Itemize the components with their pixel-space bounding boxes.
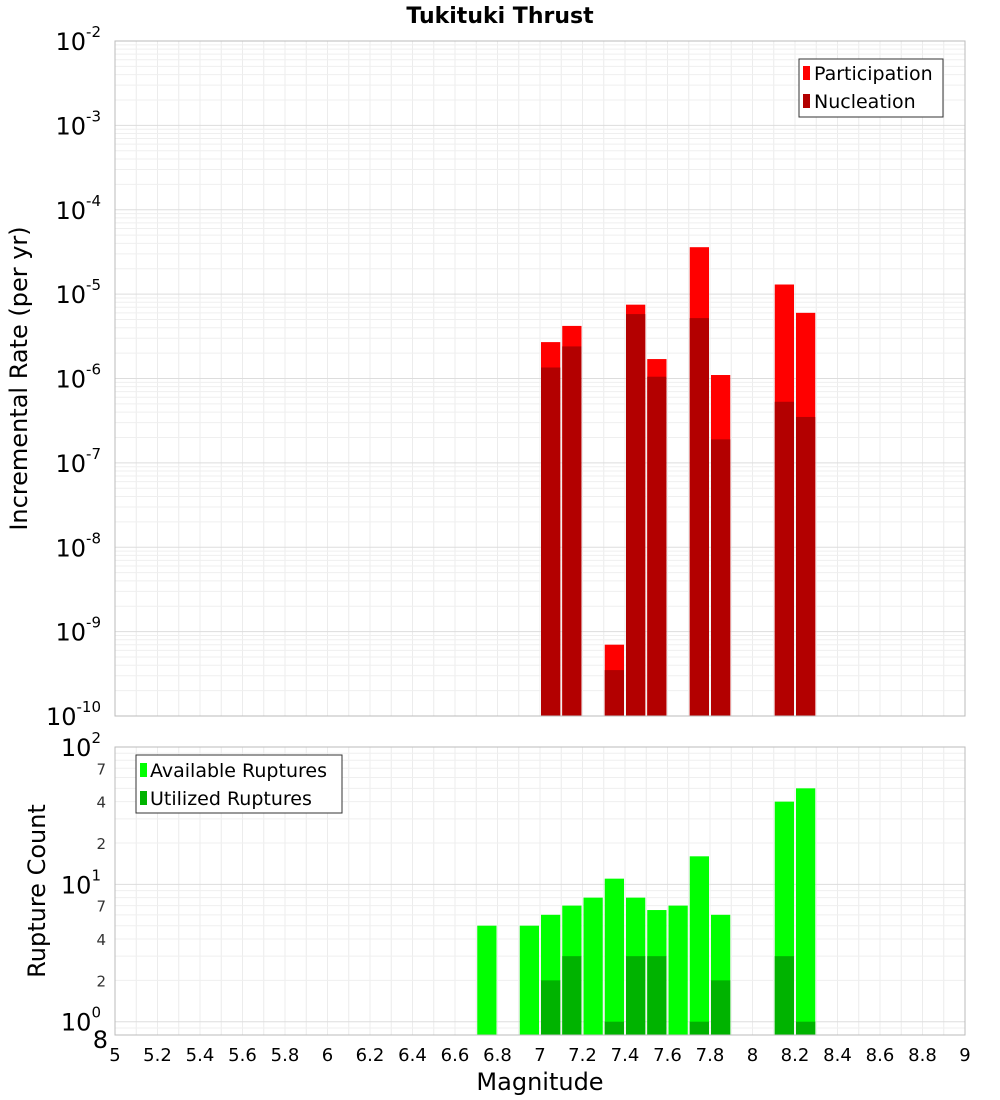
x-tick-label: 6.6 <box>441 1045 470 1066</box>
series-bottom-1-bars <box>541 956 816 1035</box>
top-plot-frame <box>114 40 966 717</box>
y-minor-tick-label: 4 <box>96 794 106 812</box>
bar <box>647 956 667 1035</box>
x-tick-label: 6.2 <box>356 1045 385 1066</box>
y-tick-label: 10-8 <box>55 529 101 562</box>
x-tick-label: 5.8 <box>271 1045 300 1066</box>
y-tick-label: 10-2 <box>55 23 101 56</box>
x-tick-label: 6.4 <box>398 1045 427 1066</box>
x-tick-label: 8.4 <box>823 1045 852 1066</box>
bar <box>668 905 688 1035</box>
y-tick-label: 10-9 <box>55 614 101 647</box>
y-minor-tick-label: 2 <box>96 972 106 990</box>
x-tick-label: 9 <box>959 1045 970 1066</box>
bar <box>626 314 646 716</box>
legend-box <box>798 58 944 118</box>
y-axis-label: Incremental Rate (per yr) <box>5 226 33 530</box>
legend-swatch <box>140 763 147 777</box>
bar <box>562 956 582 1035</box>
bar <box>689 1021 709 1035</box>
bar <box>477 925 497 1035</box>
x-tick-label: 7.6 <box>653 1045 682 1066</box>
y-tick-label: 10-3 <box>55 107 101 140</box>
x-tick-label: 5.6 <box>228 1045 257 1066</box>
bar <box>604 878 624 1035</box>
x-tick-label: 5.2 <box>143 1045 172 1066</box>
bar <box>774 401 794 716</box>
x-axis-label: Magnitude <box>476 1068 603 1096</box>
legend-entry: Available Ruptures <box>150 760 327 782</box>
grid <box>114 40 966 717</box>
bar <box>562 346 582 716</box>
bar <box>583 897 603 1035</box>
bar <box>604 1021 624 1035</box>
y-minor-tick-label: 7 <box>96 760 106 778</box>
chart-title: Tukituki Thrust <box>406 4 594 29</box>
bar <box>541 980 561 1035</box>
bottom-plot-frame <box>114 746 966 1036</box>
x-tick-label: 7.4 <box>611 1045 640 1066</box>
x-tick-label: 6 <box>322 1045 333 1066</box>
x-tick-label: 8.6 <box>866 1045 895 1066</box>
bar <box>796 416 816 716</box>
bar <box>519 925 539 1035</box>
legend: Participation Nucleation <box>798 58 944 118</box>
bar <box>711 980 731 1035</box>
series-top-1-bars <box>541 314 816 716</box>
x-tick-label: 5 <box>109 1045 120 1066</box>
y-minor-tick-label: 2 <box>96 835 106 853</box>
y-tick-label: 10-6 <box>55 361 101 394</box>
legend: Available Ruptures Utilized Ruptures <box>135 754 343 814</box>
y-minor-tick-label: 7 <box>96 898 106 916</box>
legend-entry: Participation <box>814 63 933 85</box>
legend-entry: Nucleation <box>814 91 916 113</box>
legend-swatch <box>140 791 147 805</box>
y-tick-label: 102 <box>61 729 101 762</box>
x-tick-label: 8.2 <box>781 1045 810 1066</box>
bar <box>647 376 667 716</box>
y-tick-label: 101 <box>61 866 101 899</box>
bar <box>604 670 624 716</box>
x-tick-label: 6.8 <box>483 1045 512 1066</box>
bar <box>774 956 794 1035</box>
y-tick-label: 10-4 <box>55 192 101 225</box>
bar <box>626 956 646 1035</box>
y-tick-label: 10-10 <box>46 698 101 731</box>
bar <box>689 318 709 716</box>
bar <box>796 788 816 1035</box>
x-tick-label: 8.8 <box>908 1045 937 1066</box>
y-axis-label: Rupture Count <box>23 804 51 978</box>
bar <box>796 1021 816 1035</box>
x-tick-label: 8 <box>747 1045 758 1066</box>
bar <box>541 367 561 716</box>
legend-swatch <box>803 66 810 80</box>
y-tick-label: 10-5 <box>55 276 101 309</box>
bar <box>689 856 709 1035</box>
y-tick-label: 100 <box>61 1004 101 1037</box>
x-tick-label: 5.4 <box>186 1045 215 1066</box>
x-tick-label: 7.8 <box>696 1045 725 1066</box>
legend-swatch <box>803 94 810 108</box>
bar <box>711 439 731 716</box>
y-minor-tick-label: 8 <box>93 1026 108 1054</box>
legend-box <box>135 754 343 814</box>
x-tick-label: 7.2 <box>568 1045 597 1066</box>
y-tick-label: 10-7 <box>55 445 101 478</box>
y-minor-tick-label: 4 <box>96 931 106 949</box>
x-tick-label: 7 <box>534 1045 545 1066</box>
legend-entry: Utilized Ruptures <box>150 788 312 810</box>
